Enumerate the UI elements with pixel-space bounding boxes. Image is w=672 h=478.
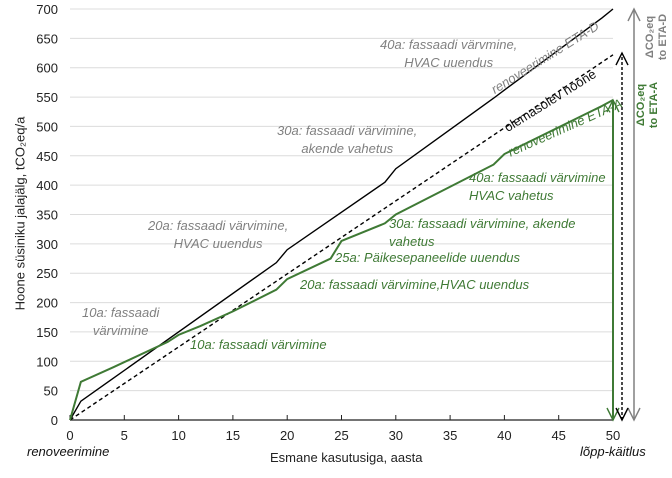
arrow-head-up-icon	[627, 7, 641, 22]
arrow-head-up-icon	[606, 98, 620, 113]
y-tick-label: 200	[36, 296, 58, 311]
annotation-d40: 40a: fassaadi värvmine, HVAC uuendus	[380, 36, 517, 72]
series-line-0	[69, 8, 614, 421]
y-tick-label: 50	[44, 384, 58, 399]
x-axis-label: Esmane kasutusiga, aasta	[270, 450, 423, 465]
arrow-head-down-icon	[627, 407, 641, 422]
end-label: lõpp-käitlus	[580, 444, 646, 459]
x-tick-label: 20	[280, 428, 294, 443]
annotation-a20: 20a: fassaadi värvimine,HVAC uuendus	[300, 277, 530, 292]
y-tick-label: 100	[36, 354, 58, 369]
y-tick-label: 150	[36, 325, 58, 340]
annotation-d20: 20a: fassaadi värvimine, HVAC uuendus	[148, 217, 288, 253]
annotation-a40: 40a: fassaadi värvimine HVAC vahetus	[469, 169, 606, 205]
annotation-line: 40a: fassaadi värvimine	[469, 170, 606, 185]
delta-line: to ETA-A	[648, 81, 660, 129]
annotation-line: 30a: fassaadi värvimine,	[277, 123, 418, 138]
arrow-head-down-icon	[606, 407, 620, 422]
annotation-d30: 30a: fassaadi värvimine, akende vahetus	[277, 122, 417, 158]
annotation-line: 40a: fassaadi värvmine,	[380, 37, 518, 52]
x-tick-label: 50	[606, 428, 620, 443]
x-tick-label: 35	[443, 428, 457, 443]
y-tick-label: 250	[36, 266, 58, 281]
x-tick-label: 40	[497, 428, 511, 443]
annotation-line: 30a: fassaadi värvimine, akende	[389, 216, 576, 231]
x-tick-label: 0	[66, 428, 73, 443]
annotation-line: HVAC uuendus	[404, 55, 494, 70]
annotation-line: akende vahetus	[301, 141, 394, 156]
x-tick-label: 15	[226, 428, 240, 443]
annotation-line: vahetus	[389, 234, 435, 249]
annotation-a30: 30a: fassaadi värvimine, akende vahetus	[389, 215, 575, 251]
x-tick-label: 45	[551, 428, 565, 443]
y-tick-label: 650	[36, 31, 58, 46]
x-tick-label: 25	[334, 428, 348, 443]
x-tick-label: 10	[171, 428, 185, 443]
y-tick-label: 600	[36, 61, 58, 76]
y-tick-label: 700	[36, 2, 58, 17]
y-tick-label: 350	[36, 208, 58, 223]
annotation-a25: 25a: Päikesepaneelide uuendus	[335, 250, 521, 265]
x-tick-label: 30	[389, 428, 403, 443]
annotation-line: värvimine	[92, 323, 149, 338]
arrow-head-down-icon	[615, 407, 629, 422]
delta-eta-a-label: ΔCO₂eq to ETA-A	[635, 65, 661, 145]
x-tick-label: 5	[121, 428, 128, 443]
delta-line: ΔCO₂eq	[635, 83, 647, 127]
annotation-line: HVAC vahetus	[469, 188, 554, 203]
y-axis-label: Hoone süsiniku jalajälg, tCO₂eq/a	[12, 116, 28, 311]
y-tick-label: 0	[51, 413, 58, 428]
y-tick-label: 550	[36, 90, 58, 105]
arrow-head-up-icon	[615, 51, 629, 66]
series-line-2	[69, 99, 614, 421]
annotation-line: HVAC uuendus	[173, 236, 263, 251]
annotation-d10: 10a: fassaadi värvimine	[82, 304, 159, 340]
annotation-line: 10a: fassaadi	[82, 305, 160, 320]
y-tick-label: 450	[36, 149, 58, 164]
y-tick-label: 500	[36, 119, 58, 134]
y-tick-label: 400	[36, 178, 58, 193]
annotation-line: 20a: fassaadi värvimine,	[148, 218, 289, 233]
annotation-a10: 10a: fassaadi värvimine	[190, 337, 327, 352]
start-label: renoveerimine	[27, 444, 110, 459]
y-tick-label: 300	[36, 237, 58, 252]
